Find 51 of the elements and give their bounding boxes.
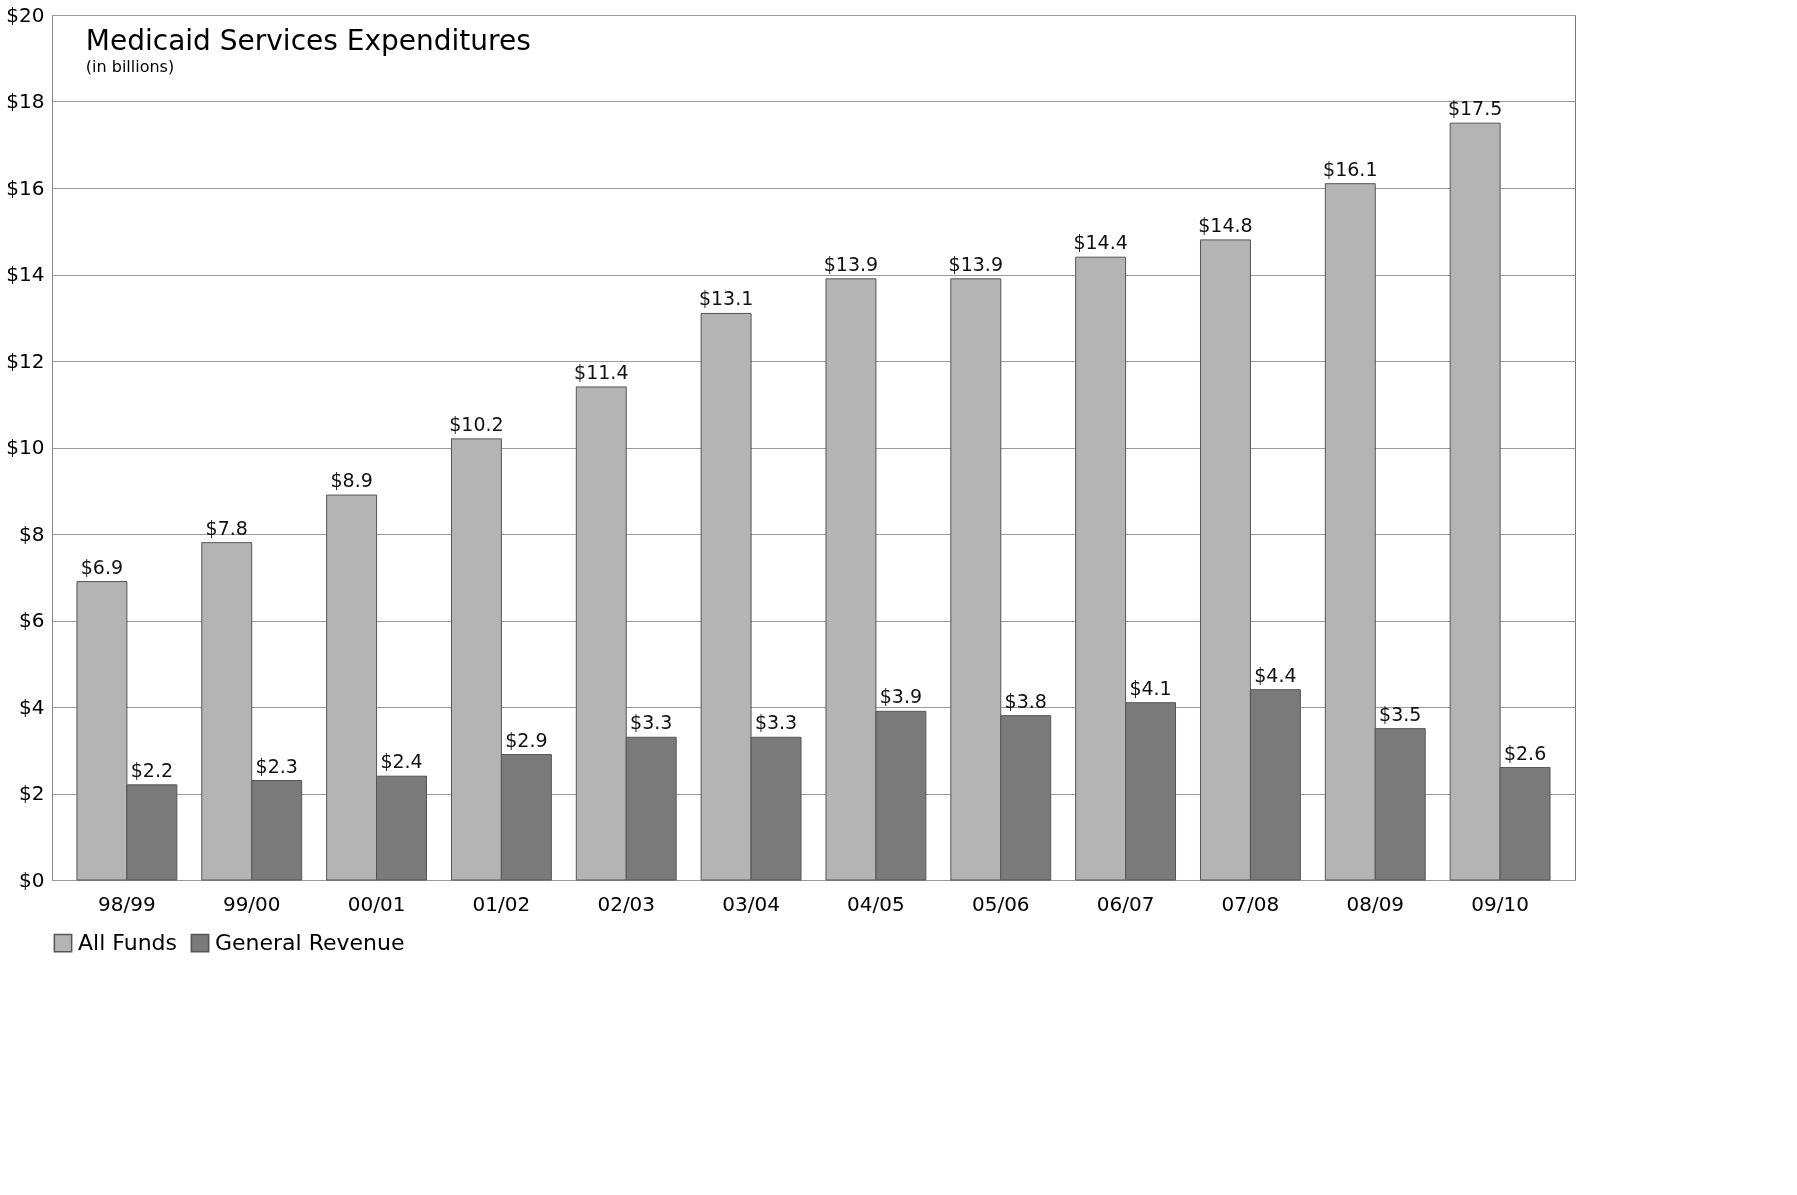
data-label: $4.4 bbox=[1254, 663, 1297, 686]
y-tick-label: $2 bbox=[19, 781, 45, 805]
data-label: $2.6 bbox=[1503, 741, 1547, 764]
y-tick-label: $18 bbox=[6, 89, 45, 113]
data-label: $13.9 bbox=[823, 252, 879, 275]
data-label: $4.1 bbox=[1129, 676, 1172, 699]
x-tick-label: 01/02 bbox=[472, 891, 531, 916]
x-tick-label: 98/99 bbox=[98, 891, 156, 916]
y-tick-label: $0 bbox=[19, 867, 45, 892]
x-tick-label: 02/03 bbox=[597, 891, 656, 916]
data-label: $10.2 bbox=[449, 412, 504, 435]
x-tick-label: 06/07 bbox=[1096, 891, 1155, 916]
data-label: $3.3 bbox=[630, 711, 673, 734]
x-tick-label: 09/10 bbox=[1471, 891, 1529, 916]
y-tick-label: $12 bbox=[6, 348, 45, 373]
x-tick-label: 08/09 bbox=[1346, 891, 1405, 916]
y-tick-label: $4 bbox=[19, 694, 45, 719]
data-label: $3.8 bbox=[1004, 689, 1047, 712]
data-label: $3.5 bbox=[1379, 702, 1422, 725]
data-label: $14.4 bbox=[1073, 231, 1128, 254]
y-tick-label: $20 bbox=[6, 2, 45, 27]
data-label: $11.4 bbox=[574, 360, 629, 383]
legend-label: All Funds bbox=[78, 930, 178, 956]
y-tick-label: $8 bbox=[19, 521, 45, 546]
data-label: $7.8 bbox=[205, 516, 248, 539]
y-tick-label: $6 bbox=[19, 608, 45, 632]
data-label: $3.3 bbox=[754, 711, 798, 734]
data-label: $2.4 bbox=[380, 750, 423, 773]
data-label: $13.1 bbox=[698, 287, 754, 310]
chart-title: Medicaid Services Expenditures bbox=[85, 24, 531, 57]
data-label: $16.1 bbox=[1323, 157, 1378, 180]
y-tick-label: $16 bbox=[6, 175, 45, 200]
data-label: $8.9 bbox=[330, 469, 373, 492]
y-tick-label: $10 bbox=[6, 435, 45, 459]
data-label: $3.9 bbox=[879, 685, 923, 708]
data-label: $14.8 bbox=[1198, 213, 1253, 236]
x-tick-label: 03/04 bbox=[722, 891, 780, 916]
data-label: $6.9 bbox=[80, 555, 124, 578]
data-label: $2.3 bbox=[255, 754, 298, 777]
text: (in billions) bbox=[85, 57, 175, 76]
data-label: $17.5 bbox=[1447, 97, 1503, 120]
x-tick-label: 05/06 bbox=[971, 891, 1030, 916]
x-tick-label: 99/00 bbox=[222, 891, 281, 916]
x-tick-label: 07/08 bbox=[1221, 891, 1280, 916]
legend-label: General Revenue bbox=[215, 930, 405, 956]
y-tick-label: $14 bbox=[6, 262, 45, 286]
x-tick-label: 00/01 bbox=[347, 891, 406, 916]
x-tick-label: 04/05 bbox=[847, 891, 905, 916]
data-label: $2.2 bbox=[130, 758, 174, 781]
data-label: $13.9 bbox=[948, 252, 1003, 275]
data-label: $2.9 bbox=[505, 728, 548, 751]
